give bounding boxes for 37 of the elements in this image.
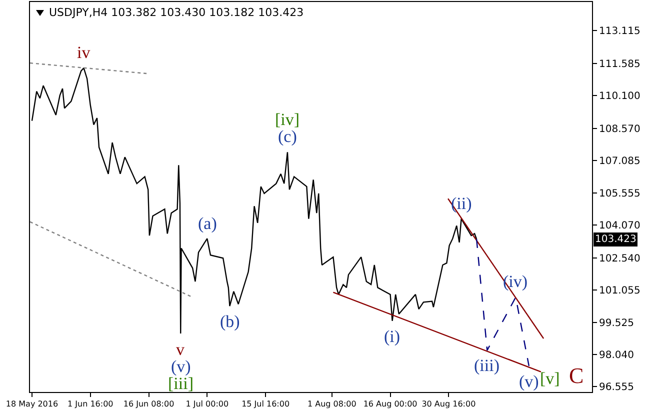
annotation: v: [176, 340, 185, 359]
annotation: (ii): [451, 194, 472, 213]
annotation: [iv]: [275, 110, 300, 129]
y-tick-label: 96.555: [599, 382, 634, 394]
annotation: (b): [220, 312, 240, 331]
y-tick-label: 98.040: [599, 350, 634, 362]
y-tick-label: 101.055: [599, 285, 640, 296]
y-tick-label: 111.585: [599, 59, 640, 70]
y-tick-label: 102.540: [599, 253, 640, 264]
x-tick-label: 18 May 2016: [6, 400, 58, 409]
y-tick-label: 110.100: [599, 90, 640, 102]
text: 103.423: [595, 234, 636, 245]
annotation: [iii]: [168, 374, 194, 393]
y-tick-label: 113.115: [599, 26, 640, 38]
x-tick-label: 1 Aug 08:00: [307, 400, 356, 409]
x-tick-label: 1 Jun 16:00: [68, 400, 114, 409]
x-tick-label: 16 Jun 08:00: [123, 400, 174, 409]
y-tick-label: 107.085: [599, 156, 640, 167]
annotation: (iii): [474, 356, 500, 375]
x-tick-label: 30 Aug 16:00: [422, 400, 476, 409]
y-tick-label: 108.570: [599, 124, 640, 135]
annotation: [v]: [540, 369, 560, 388]
x-tick-label: 1 Jul 00:00: [186, 400, 229, 409]
x-tick-label: 16 Aug 00:00: [363, 400, 418, 409]
annotation: (iv): [503, 272, 528, 291]
x-tick-label: 15 Jul 16:00: [242, 400, 290, 409]
chart-title: USDJPY,H4 103.382 103.430 103.182 103.423: [49, 6, 304, 19]
annotation: (v): [519, 372, 539, 391]
annotation: iv: [77, 43, 91, 62]
annotation: (v): [171, 357, 191, 376]
y-tick-label: 99.525: [599, 318, 634, 330]
y-tick-label: 105.555: [599, 188, 640, 200]
y-tick-label: 104.070: [599, 220, 640, 232]
annotation: (i): [384, 327, 400, 346]
annotation: (a): [198, 214, 217, 233]
annotation: C: [569, 363, 584, 388]
annotation: (c): [278, 127, 297, 146]
